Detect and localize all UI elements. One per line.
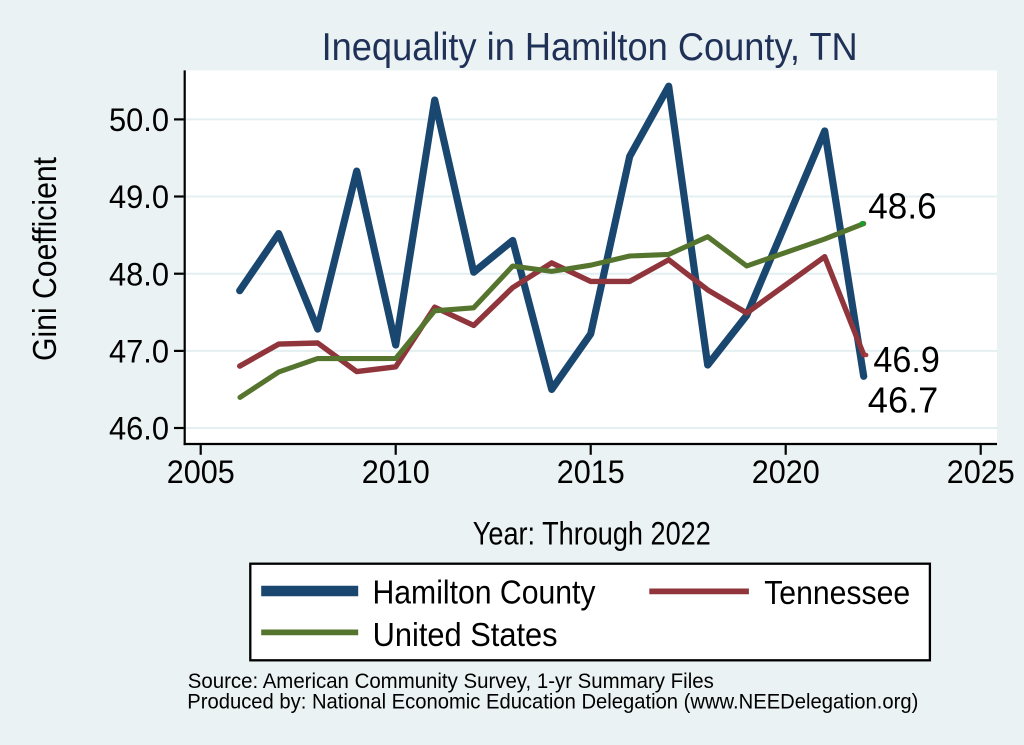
svg-text:50.0: 50.0 (109, 102, 169, 138)
svg-text:48.0: 48.0 (109, 256, 169, 292)
svg-text:Year: Through 2022: Year: Through 2022 (473, 515, 711, 551)
svg-text:46.9: 46.9 (873, 339, 940, 380)
svg-text:2015: 2015 (557, 454, 625, 490)
svg-text:Source: American Community Sur: Source: American Community Survey, 1-yr … (188, 669, 714, 693)
svg-text:Gini Coefficient: Gini Coefficient (26, 157, 63, 361)
svg-text:2020: 2020 (752, 454, 820, 490)
svg-text:2005: 2005 (167, 454, 235, 490)
svg-text:49.0: 49.0 (109, 179, 169, 215)
svg-text:Hamilton County: Hamilton County (373, 574, 596, 611)
svg-text:Produced by: National Economic: Produced by: National Economic Education… (187, 690, 918, 714)
svg-text:46.7: 46.7 (868, 380, 939, 421)
svg-text:2010: 2010 (362, 454, 430, 490)
svg-text:47.0: 47.0 (109, 334, 169, 370)
svg-text:2025: 2025 (947, 454, 1015, 490)
svg-text:Inequality in Hamilton County,: Inequality in Hamilton County, TN (322, 26, 858, 69)
svg-text:46.0: 46.0 (109, 411, 169, 447)
svg-text:48.6: 48.6 (868, 186, 936, 227)
svg-text:Tennessee: Tennessee (764, 574, 910, 611)
svg-text:United States: United States (373, 616, 558, 653)
